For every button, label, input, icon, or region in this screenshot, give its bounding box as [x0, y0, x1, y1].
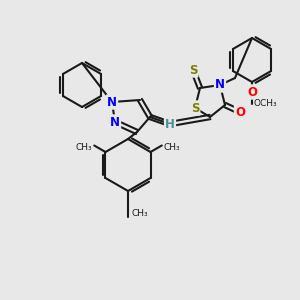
- Text: N: N: [107, 95, 117, 109]
- Text: CH₃: CH₃: [76, 143, 92, 152]
- Text: O: O: [247, 85, 257, 98]
- Text: CH₃: CH₃: [164, 143, 180, 152]
- Text: N: N: [110, 116, 120, 128]
- Text: S: S: [189, 64, 197, 76]
- Text: CH₃: CH₃: [132, 208, 148, 217]
- Text: H: H: [165, 118, 175, 130]
- Text: S: S: [191, 101, 199, 115]
- Text: OCH₃: OCH₃: [254, 100, 278, 109]
- Text: N: N: [215, 79, 225, 92]
- Text: O: O: [235, 106, 245, 118]
